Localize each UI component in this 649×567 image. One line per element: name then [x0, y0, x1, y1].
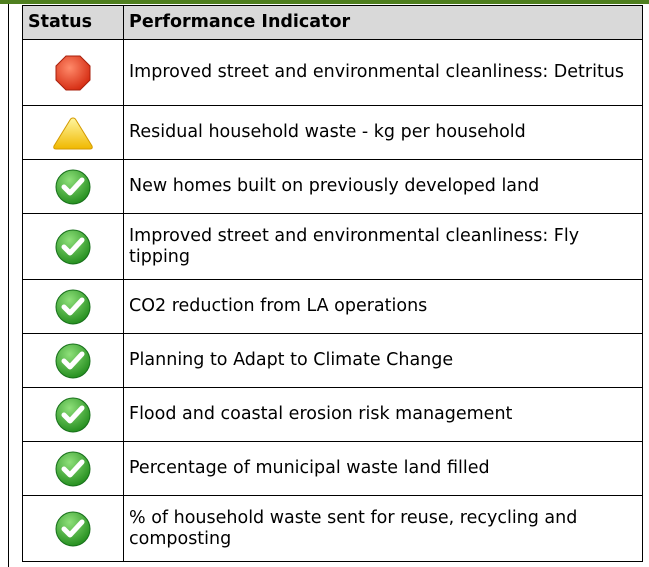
green-check	[55, 511, 91, 546]
check-tick	[61, 177, 85, 195]
status-cell	[22, 495, 124, 562]
row: Planning to Adapt to Climate Change	[22, 333, 643, 388]
check-tick	[61, 237, 85, 255]
row: Flood and coastal erosion risk managemen…	[22, 387, 643, 442]
status-cell	[22, 279, 124, 334]
amber-triangle	[53, 116, 93, 149]
indicator: CO2 reduction from LA operations	[123, 279, 643, 334]
status-cell	[22, 159, 124, 214]
header-cell: Performance Indicator	[123, 5, 643, 40]
status-cell	[22, 213, 124, 280]
indicator: % of household waste sent for reuse, rec…	[123, 495, 643, 562]
check-tick	[61, 459, 85, 477]
check-tick	[61, 519, 85, 537]
header-cell: Status	[22, 5, 124, 40]
check-tick	[61, 405, 85, 423]
green-check	[55, 397, 91, 432]
green-check	[55, 343, 91, 378]
green-check	[55, 289, 91, 324]
status-cell	[22, 105, 124, 160]
row: Percentage of municipal waste land fille…	[22, 441, 643, 496]
indicator: Residual household waste - kg per househ…	[123, 105, 643, 160]
row: CO2 reduction from LA operations	[22, 279, 643, 334]
header-row: Status Performance Indicator	[22, 5, 643, 40]
row: Improved street and environmental cleanl…	[22, 39, 643, 106]
indicator: Planning to Adapt to Climate Change	[123, 333, 643, 388]
green-check	[55, 229, 91, 264]
row: % of household waste sent for reuse, rec…	[22, 495, 643, 562]
green-check	[55, 169, 91, 204]
indicator: Flood and coastal erosion risk managemen…	[123, 387, 643, 442]
indicator: Improved street and environmental cleanl…	[123, 39, 643, 106]
left-border	[8, 4, 9, 567]
indicator: Improved street and environmental cleanl…	[123, 213, 643, 280]
indicator: New homes built on previously developed …	[123, 159, 643, 214]
kpi-table: Status Performance Indicator Improved st…	[22, 5, 643, 562]
row: Residual household waste - kg per househ…	[22, 105, 643, 160]
status-cell	[22, 333, 124, 388]
check-tick	[61, 351, 85, 369]
row: Improved street and environmental cleanl…	[22, 213, 643, 280]
check-tick	[61, 297, 85, 315]
status-cell	[22, 387, 124, 442]
status-cell	[22, 39, 124, 106]
red-octagon	[55, 55, 91, 90]
top-bar	[0, 0, 649, 4]
row: New homes built on previously developed …	[22, 159, 643, 214]
status-cell	[22, 441, 124, 496]
indicator: Percentage of municipal waste land fille…	[123, 441, 643, 496]
green-check	[55, 451, 91, 486]
